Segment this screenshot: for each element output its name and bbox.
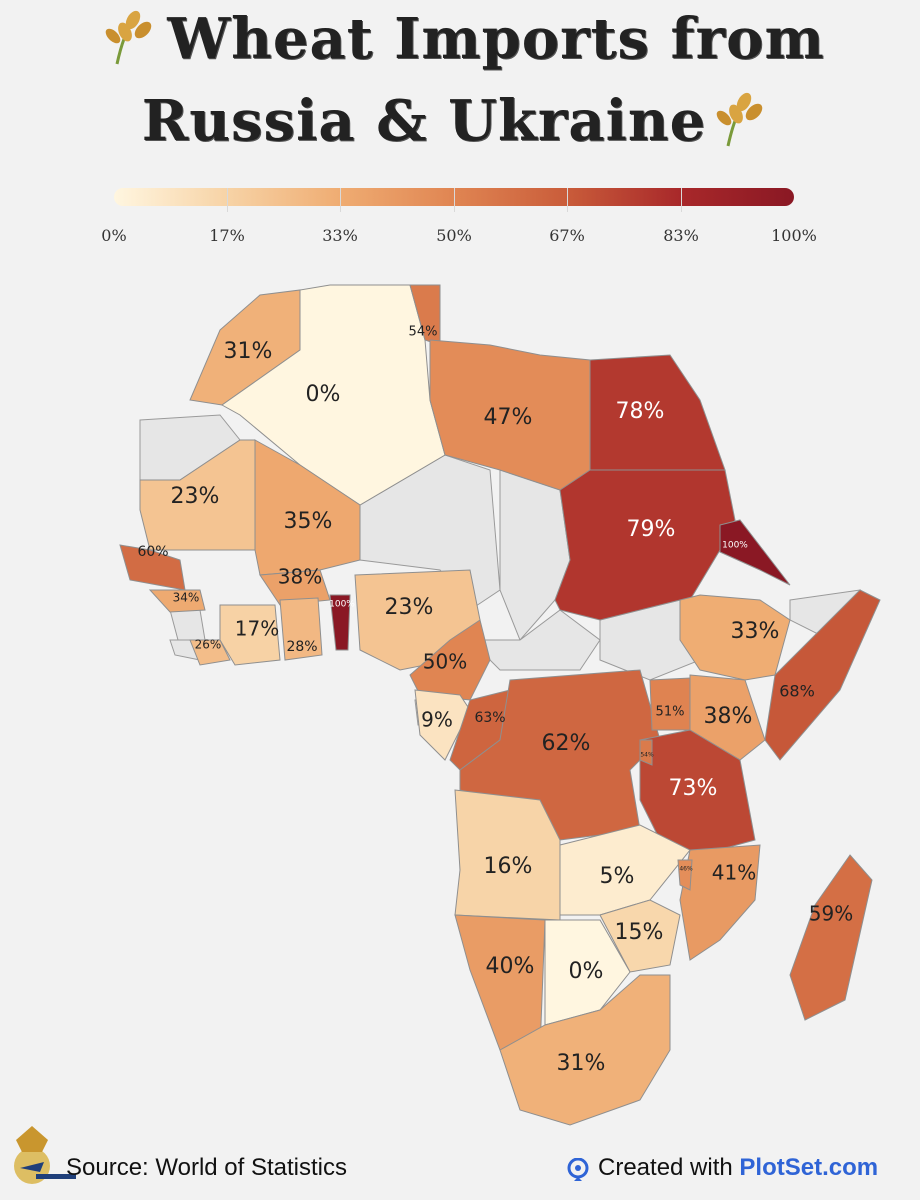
region-label: 16% <box>484 854 533 879</box>
region-label: 17% <box>235 617 279 641</box>
country-ghana <box>279 597 323 661</box>
region-label: 51% <box>656 705 685 720</box>
region-labels: 31% 0% 54% 47% 78% 23% 35% 79% 100% 60% … <box>137 325 853 1077</box>
forum-logo <box>6 1122 76 1196</box>
country-malawi <box>677 859 693 891</box>
region-label: 47% <box>484 405 533 430</box>
location-pin-icon <box>567 1158 589 1181</box>
region-label: 63% <box>474 710 505 726</box>
region-label: 31% <box>224 339 273 364</box>
region-label: 59% <box>809 902 853 926</box>
legend-tick <box>454 188 455 212</box>
countries <box>119 284 881 1126</box>
country-egypt <box>589 354 726 471</box>
legend-tick <box>227 188 228 212</box>
title-line-2: Russia & Ukraine <box>141 88 707 154</box>
legend-label: 17% <box>209 226 245 245</box>
country-mali <box>254 439 361 576</box>
legend-label: 67% <box>549 226 585 245</box>
legend-label: 0% <box>101 226 127 245</box>
region-label: 0% <box>569 959 604 984</box>
country-mozambique <box>679 844 761 961</box>
color-legend: 0% 17% 33% 50% 67% 83% 100% <box>100 180 820 260</box>
country-kenya <box>689 674 766 761</box>
source-text: Source: World of Statistics <box>66 1154 347 1181</box>
country-guinea <box>148 589 206 613</box>
country-eritrea <box>719 519 791 586</box>
country-burundi <box>639 739 653 766</box>
region-label: 62% <box>542 731 591 756</box>
region-label: 28% <box>286 639 317 655</box>
region-label: 46% <box>679 866 693 873</box>
region-label: 23% <box>385 595 434 620</box>
region-label: 34% <box>173 591 200 605</box>
africa-map: 31% 0% 54% 47% 78% 23% 35% 79% 100% 60% … <box>119 284 881 1126</box>
region-label: 60% <box>137 544 168 560</box>
region-label: 50% <box>423 650 467 674</box>
country-namibia <box>454 914 546 1051</box>
region-label: 100% <box>722 541 748 551</box>
legend-label: 83% <box>663 226 699 245</box>
legend-tick <box>681 188 682 212</box>
wheat-icon <box>714 88 770 162</box>
region-label: 23% <box>171 484 220 509</box>
region-label: 78% <box>616 399 665 424</box>
wheat-icon <box>103 6 159 80</box>
country-south-africa <box>499 974 671 1126</box>
region-label: 0% <box>306 382 341 407</box>
region-label: 100% <box>329 600 355 610</box>
region-label: 68% <box>779 682 815 701</box>
legend-tick <box>567 188 568 212</box>
region-label: 54% <box>640 752 654 759</box>
legend-label: 33% <box>322 226 358 245</box>
country-botswana <box>544 919 631 1026</box>
country-burkina-faso <box>259 569 331 606</box>
credit-text[interactable]: Created with PlotSet.com <box>598 1154 878 1182</box>
region-label: 5% <box>600 864 635 889</box>
legend-label: 100% <box>771 226 817 245</box>
region-label: 73% <box>669 776 718 801</box>
region-label: 41% <box>712 861 756 885</box>
region-label: 9% <box>421 708 453 732</box>
credit-prefix: Created with <box>598 1154 740 1181</box>
region-label: 38% <box>278 565 322 589</box>
country-senegal <box>119 544 186 591</box>
region-label: 40% <box>486 954 535 979</box>
plotset-link[interactable]: PlotSet.com <box>739 1154 879 1181</box>
country-sudan <box>554 469 736 621</box>
country-madagascar <box>789 854 873 1021</box>
region-label: 35% <box>284 509 333 534</box>
legend-tick <box>340 188 341 212</box>
region-label: 31% <box>557 1051 606 1076</box>
country-somalia <box>764 589 881 761</box>
country-liberia <box>189 639 231 666</box>
country-benin <box>329 594 351 651</box>
country-algeria <box>221 284 446 506</box>
title-line-1: Wheat Imports from <box>167 6 825 72</box>
country-ivory-coast <box>219 604 281 666</box>
country-gabon <box>414 689 471 761</box>
legend-label: 50% <box>436 226 472 245</box>
region-label: 15% <box>615 920 664 945</box>
country-guinea-bissau-area <box>169 609 206 641</box>
region-label: 26% <box>195 638 222 652</box>
map-title: Wheat Imports from Russia & Ukraine <box>0 0 920 160</box>
footer: Source: World of Statistics Created with… <box>0 1140 920 1200</box>
region-label: 38% <box>704 704 753 729</box>
region-label: 79% <box>627 517 676 542</box>
region-label: 33% <box>731 619 780 644</box>
region-label: 54% <box>409 325 438 340</box>
